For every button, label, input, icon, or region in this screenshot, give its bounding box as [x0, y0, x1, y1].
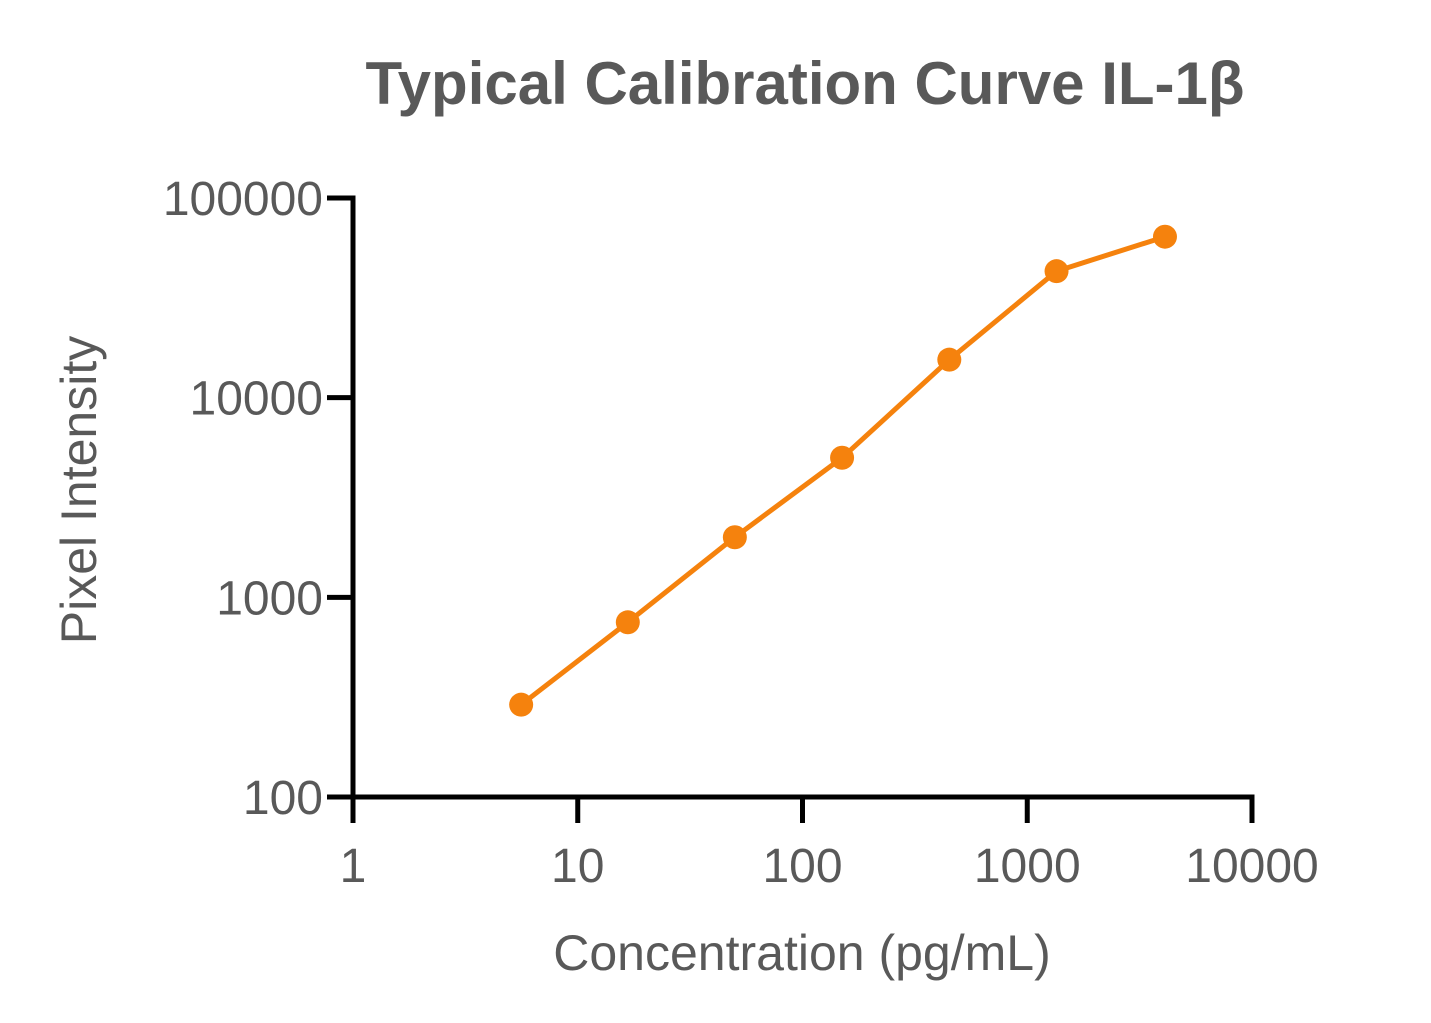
data-point — [722, 525, 747, 550]
y-axis-label: Pixel Intensity — [51, 336, 107, 644]
series-layer — [509, 224, 1177, 717]
x-tick-label: 10 — [551, 840, 604, 893]
series-line — [519, 234, 1166, 707]
data-point — [1152, 224, 1177, 249]
data-point — [509, 692, 534, 717]
chart-title: Typical Calibration Curve IL-1β — [365, 50, 1244, 117]
y-tick-label: 10000 — [190, 373, 323, 426]
y-axis-ticks: 100 1000 10000 100000 — [163, 173, 353, 825]
x-axis-ticks: 1 10 100 1000 10000 — [340, 797, 1319, 893]
data-point — [830, 445, 855, 470]
y-tick-label: 1000 — [216, 572, 323, 625]
y-tick-label: 100000 — [163, 173, 323, 226]
x-tick-label: 100 — [762, 840, 842, 893]
x-tick-label: 10000 — [1185, 840, 1318, 893]
x-tick-label: 1 — [340, 840, 367, 893]
y-tick-label: 100 — [243, 772, 323, 825]
data-point — [937, 347, 962, 372]
x-tick-label: 1000 — [974, 840, 1081, 893]
x-axis-label: Concentration (pg/mL) — [553, 925, 1050, 981]
data-point — [1044, 259, 1069, 284]
data-point — [615, 610, 640, 635]
